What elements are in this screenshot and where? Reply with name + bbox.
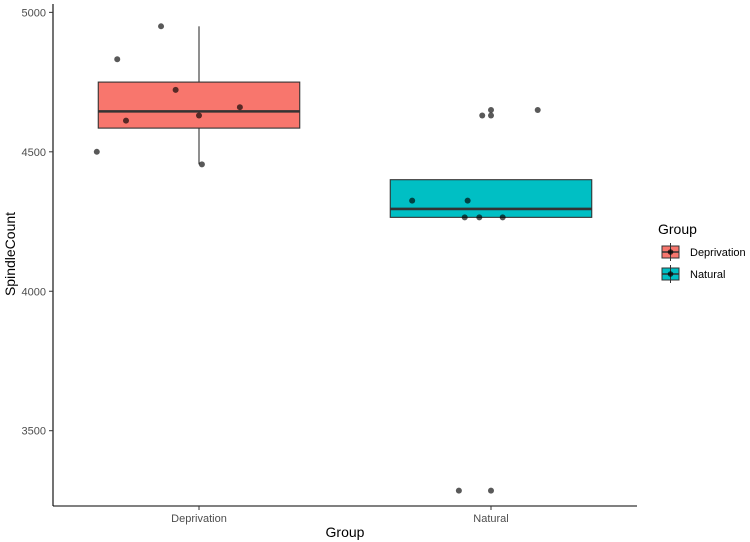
data-point <box>488 487 494 494</box>
legend-label-natural: Natural <box>690 269 725 281</box>
data-point <box>461 214 468 221</box>
y-axis-ticks: 3500 4000 4500 5000 <box>22 7 53 438</box>
boxes <box>97 81 593 218</box>
data-point <box>455 487 462 494</box>
box-deprivation <box>97 81 301 129</box>
x-axis-ticks: Deprivation Natural <box>171 506 509 525</box>
y-tick-label: 3500 <box>22 426 46 438</box>
x-tick-label: Deprivation <box>171 513 227 525</box>
data-point <box>172 86 179 93</box>
box-natural <box>389 179 593 218</box>
data-point <box>93 148 100 155</box>
legend-key-point <box>667 249 674 255</box>
data-point <box>464 197 471 204</box>
data-point <box>123 117 129 124</box>
data-point <box>114 56 121 63</box>
x-axis-title: Group <box>326 524 365 540</box>
y-axis-title: SpindleCount <box>2 212 18 296</box>
data-point <box>488 106 494 113</box>
y-tick-label: 4000 <box>22 286 46 298</box>
whiskers <box>198 26 200 165</box>
data-point <box>499 214 506 221</box>
legend-items: Deprivation Natural <box>661 243 746 283</box>
data-point <box>198 161 205 168</box>
y-tick-label: 4500 <box>22 147 46 159</box>
plot-area: 3500 4000 4500 5000 Deprivation Natural <box>22 4 637 525</box>
y-tick-label: 5000 <box>22 7 46 19</box>
data-point <box>409 197 416 204</box>
data-point <box>196 112 202 119</box>
x-tick-label: Natural <box>473 513 508 525</box>
data-point <box>476 214 483 221</box>
legend-key-point <box>667 271 674 277</box>
data-point <box>479 112 486 119</box>
data-point <box>488 112 494 119</box>
legend-label-deprivation: Deprivation <box>690 247 746 259</box>
legend: Group Deprivation Natural <box>658 221 746 283</box>
data-points <box>93 23 541 494</box>
data-point <box>158 23 165 30</box>
data-point <box>534 106 541 113</box>
data-point <box>236 104 243 111</box>
legend-title: Group <box>658 221 697 237</box>
